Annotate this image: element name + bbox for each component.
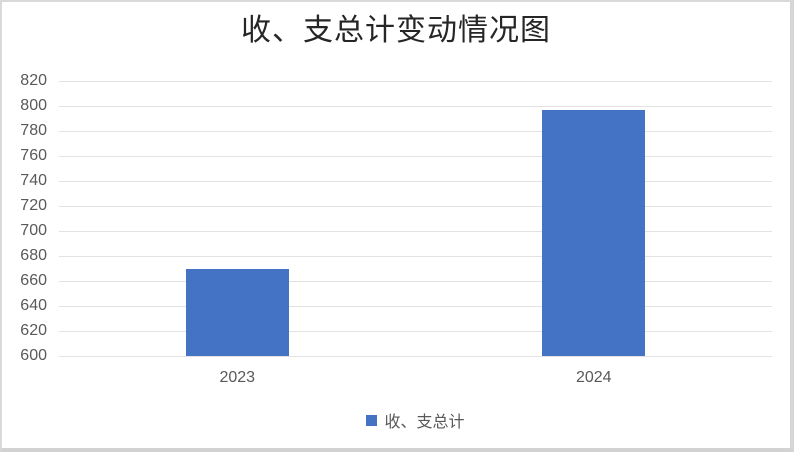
y-axis-tick-label: 600	[20, 347, 47, 364]
bar-2024	[542, 109, 646, 356]
gridline	[59, 330, 772, 332]
y-axis-tick-label: 760	[20, 147, 47, 164]
legend-label: 收、支总计	[384, 414, 465, 431]
y-axis-tick-label: 780	[20, 122, 47, 139]
gridline	[59, 155, 772, 157]
gridline	[59, 130, 772, 132]
chart-title: 收、支总计变动情况图	[241, 14, 551, 47]
y-axis-tick-label: 800	[20, 97, 47, 114]
gridline	[59, 230, 772, 232]
y-axis-tick-label: 620	[20, 322, 47, 339]
x-axis-category-label: 2024	[575, 369, 612, 386]
gridline	[59, 105, 772, 107]
gridline	[59, 280, 772, 282]
y-axis-tick-label: 700	[20, 222, 47, 239]
y-axis-tick-label: 740	[20, 172, 47, 189]
gridline	[59, 80, 772, 82]
y-axis-tick-label: 680	[20, 247, 47, 264]
gridline	[59, 205, 772, 207]
gridline	[59, 355, 772, 357]
x-axis-category-label: 2023	[219, 369, 256, 386]
y-axis-tick-label: 820	[20, 72, 47, 89]
legend: 收、支总计	[59, 409, 772, 431]
y-axis-tick-label: 640	[20, 297, 47, 314]
legend-swatch-icon	[366, 414, 378, 426]
bar-2023	[185, 268, 289, 356]
y-axis-tick-label: 660	[20, 272, 47, 289]
gridline	[59, 305, 772, 307]
plot-area	[59, 80, 772, 357]
gridline	[59, 255, 772, 257]
y-axis-tick-label: 720	[20, 197, 47, 214]
gridline	[59, 180, 772, 182]
